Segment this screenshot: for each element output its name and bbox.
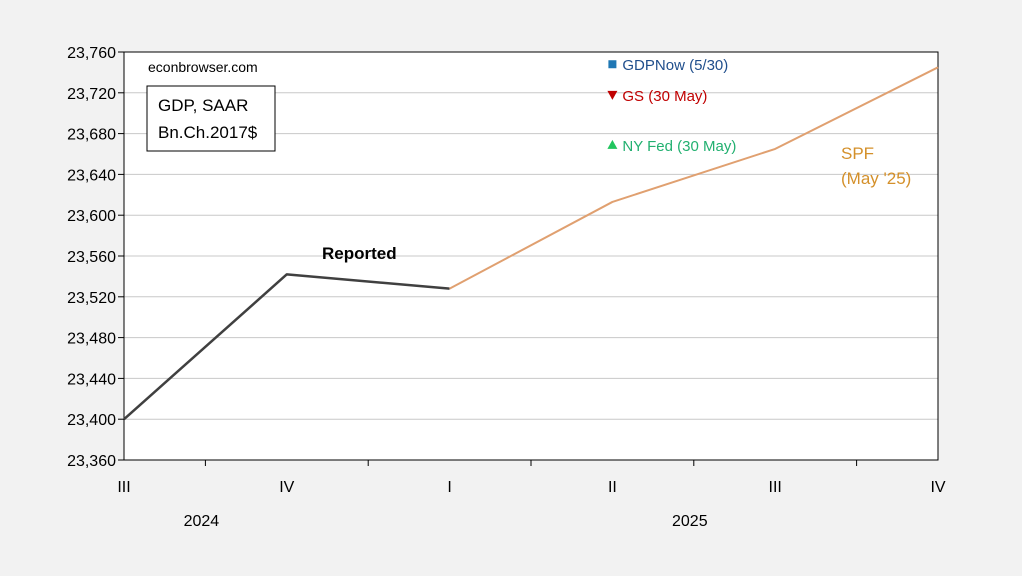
nowcast-label: GDPNow (5/30) [622, 57, 728, 74]
y-tick-label: 23,520 [67, 290, 116, 307]
x-tick-label: III [117, 479, 130, 496]
x-tick-label: IV [930, 479, 945, 496]
x-tick-label: IV [279, 479, 294, 496]
x-tick-label: I [447, 479, 451, 496]
y-tick-label: 23,600 [67, 208, 116, 225]
y-tick-label: 23,360 [67, 453, 116, 470]
x-tick-label: III [769, 479, 782, 496]
nowcast-marker-triangle-up [607, 139, 618, 149]
legend-line-1: GDP, SAAR [158, 96, 248, 115]
x-year-label: 2025 [672, 513, 708, 530]
spf-series-label: SPF [841, 144, 874, 163]
reported-series-label: Reported [322, 244, 397, 263]
nowcast-marker-square [608, 60, 617, 69]
legend-box: GDP, SAAR Bn.Ch.2017$ [146, 85, 276, 152]
watermark-text: econbrowser.com [148, 59, 258, 75]
series-layer [123, 66, 939, 421]
y-tick-label: 23,760 [67, 45, 116, 62]
nowcast-label: NY Fed (30 May) [622, 138, 736, 155]
y-tick-label: 23,560 [67, 249, 116, 266]
y-tick-label: 23,640 [67, 167, 116, 184]
y-axis: 23,360 23,400 23,440 23,480 23,520 23,560 23,6… [67, 45, 124, 470]
nowcast-marker-triangle-down [607, 90, 618, 100]
y-tick-label: 23,480 [67, 331, 116, 348]
nowcast-layer: GDPNow (5/30) GS (30 May) NY Fed (30 May) [607, 57, 736, 155]
y-tick-label: 23,680 [67, 127, 116, 144]
x-tick-label: II [608, 479, 617, 496]
legend-line-2: Bn.Ch.2017$ [158, 123, 258, 142]
y-tick-label: 23,440 [67, 371, 116, 388]
spf-series-label-date: (May '25) [841, 169, 911, 188]
series-line-spf [449, 66, 939, 290]
x-year-label: 2024 [184, 513, 220, 530]
series-line-reported [123, 273, 450, 421]
y-tick-label: 23,400 [67, 412, 116, 429]
nowcast-label: GS (30 May) [622, 88, 707, 105]
y-tick-label: 23,720 [67, 86, 116, 103]
